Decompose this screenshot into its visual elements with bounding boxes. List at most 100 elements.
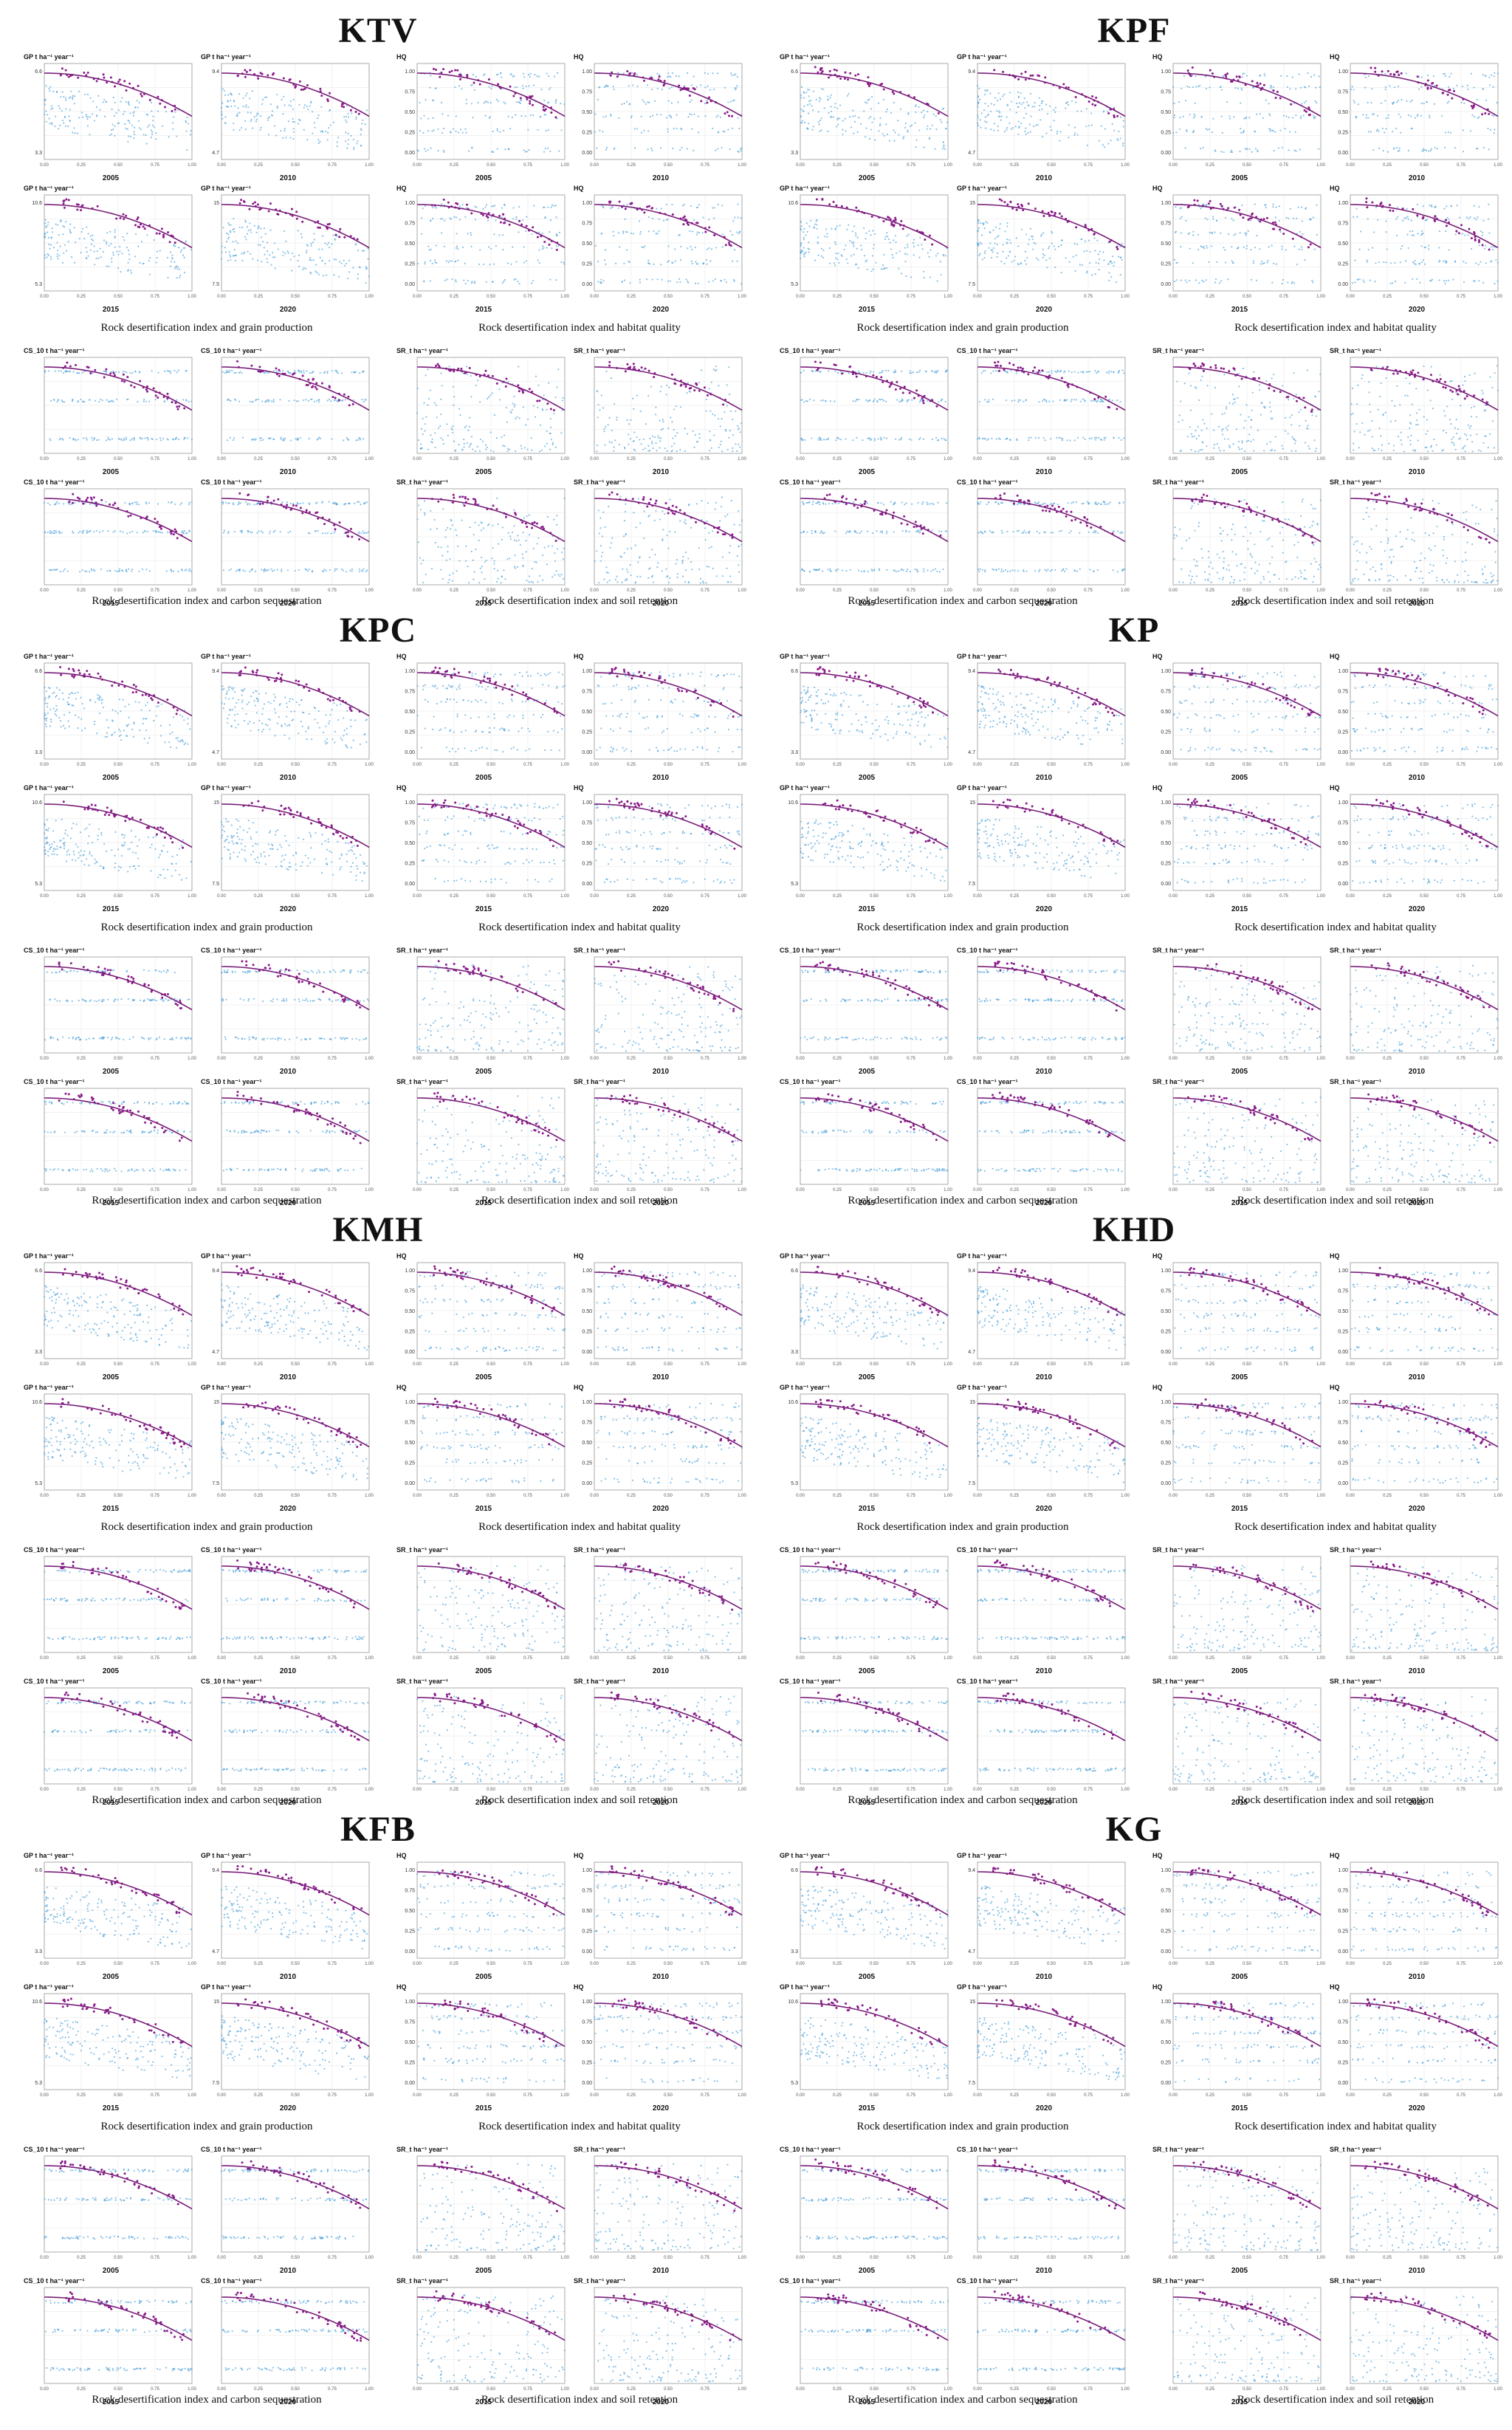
scatter-point <box>285 137 287 139</box>
scatter-point <box>351 570 353 572</box>
scatter-point <box>463 446 465 448</box>
scatter-point <box>1240 102 1242 104</box>
scatter-point <box>268 437 271 440</box>
scatter-point <box>819 119 822 122</box>
scatter-point <box>698 436 701 439</box>
scatter-point <box>244 221 247 223</box>
scatter-point <box>275 134 278 137</box>
scatter-point <box>511 531 514 533</box>
scatter-point <box>941 121 943 123</box>
scatter-point <box>266 241 269 244</box>
scatter-point <box>667 100 670 102</box>
scatter-point <box>1057 245 1060 248</box>
x-tick-label: 0.75 <box>1279 163 1288 168</box>
x-tick-label: 0.50 <box>664 163 673 168</box>
scatter-point <box>173 261 176 263</box>
scatter-point <box>693 446 695 448</box>
scatter-point <box>844 117 847 120</box>
scatter-point <box>152 115 154 117</box>
scatter-point <box>100 398 102 401</box>
scatter-point <box>127 261 129 264</box>
scatter-point <box>659 391 662 393</box>
scatter-point <box>299 502 301 505</box>
scatter-point <box>526 448 529 450</box>
scatter-point <box>1231 151 1233 154</box>
scatter-point <box>1027 104 1029 107</box>
scatter-point <box>179 504 182 506</box>
x-tick-label: 0.50 <box>487 588 495 593</box>
scatter-point <box>317 139 320 141</box>
scatter-point <box>537 580 539 583</box>
scatter-point <box>331 243 333 245</box>
scatter-point <box>136 532 139 534</box>
scatter-point <box>664 447 666 450</box>
scatter-point <box>129 112 131 114</box>
scatter-point <box>466 207 468 209</box>
scatter-point <box>715 575 718 577</box>
scatter-point <box>654 436 656 439</box>
scatter-point <box>895 241 897 244</box>
highlight-point <box>109 372 112 375</box>
scatter-point <box>619 246 621 248</box>
scatter-point <box>900 272 903 275</box>
scatter-point <box>1279 129 1282 131</box>
scatter-point <box>48 117 50 120</box>
scatter-point <box>424 512 426 514</box>
scatter-point <box>105 371 108 373</box>
scatter-point <box>234 398 236 400</box>
scatter-point <box>545 130 547 132</box>
scatter-point <box>736 75 738 78</box>
scatter-point <box>49 438 51 440</box>
scatter-point <box>456 233 458 235</box>
scatter-point <box>625 534 627 536</box>
scatter-point <box>485 100 487 103</box>
scatter-point <box>55 531 58 534</box>
scatter-point <box>983 256 986 259</box>
highlight-point <box>122 213 125 216</box>
scatter-point <box>241 436 244 439</box>
scatter-point <box>336 145 338 148</box>
scatter-point <box>547 128 550 131</box>
scatter-point <box>1030 115 1032 117</box>
scatter-point <box>808 89 811 91</box>
scatter-point <box>648 514 650 517</box>
highlight-point <box>331 396 334 399</box>
scatter-point <box>157 531 160 533</box>
scatter-point <box>304 267 307 270</box>
highlight-point <box>118 78 121 81</box>
x-tick-label: 0.75 <box>151 588 159 593</box>
scatter-point <box>329 400 332 402</box>
highlight-point <box>340 103 343 106</box>
scatter-point <box>228 399 230 401</box>
scatter-point <box>65 108 67 110</box>
scatter-point <box>1246 148 1248 150</box>
scatter-point <box>267 261 269 264</box>
scatter-point <box>717 148 719 150</box>
scatter-point <box>294 569 296 572</box>
scatter-point <box>130 272 133 274</box>
highlight-point <box>893 224 896 227</box>
scatter-point <box>307 244 309 247</box>
scatter-point <box>230 258 232 261</box>
scatter-point <box>846 228 848 230</box>
highlight-point <box>298 80 301 83</box>
scatter-point <box>665 394 667 396</box>
scatter-point <box>52 107 54 109</box>
highlight-point <box>658 75 661 78</box>
highlight-point <box>259 370 262 373</box>
scatter-point <box>709 260 712 262</box>
x-tick-label: 0.50 <box>114 457 123 461</box>
scatter-point <box>1065 257 1067 259</box>
scatter-point <box>302 269 304 271</box>
highlight-point <box>828 69 831 72</box>
scatter-point <box>230 255 232 258</box>
scatter-point <box>1192 131 1195 134</box>
scatter-point <box>262 241 264 243</box>
scatter-point <box>1008 250 1011 253</box>
scatter-point <box>1220 151 1223 153</box>
scatter-point <box>497 100 499 103</box>
x-tick-label: 0.00 <box>590 163 599 168</box>
scatter-point <box>313 400 316 402</box>
panel-year: 2010 <box>572 174 749 182</box>
highlight-point <box>278 368 281 371</box>
